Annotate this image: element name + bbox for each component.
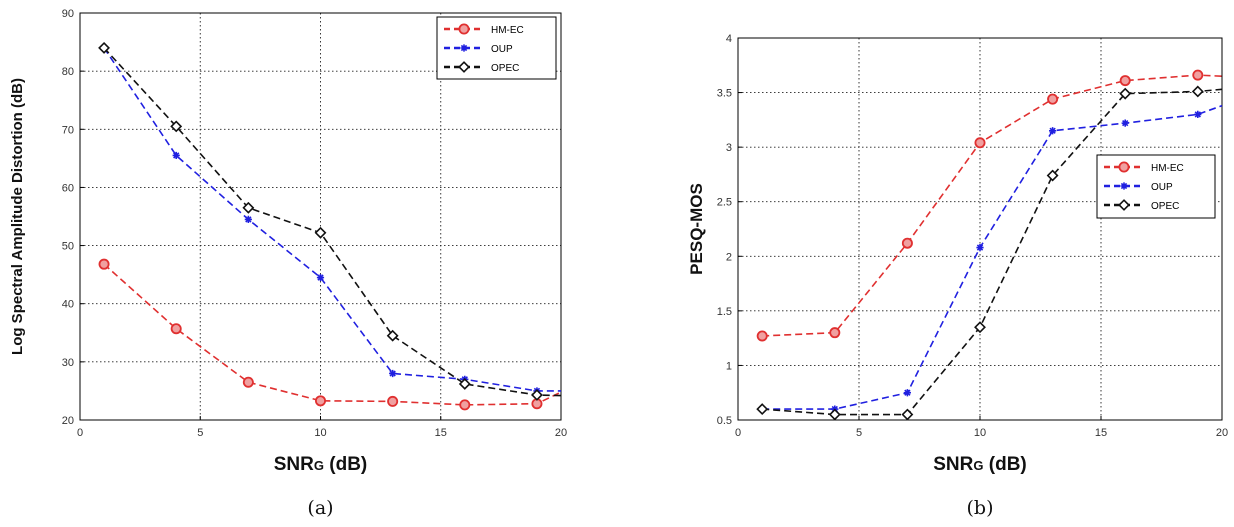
chart-a-y-tick-label-6: 80 (62, 66, 74, 78)
chart-b-y-tick-label-0: 0.5 (717, 415, 732, 427)
chart-b-legend-marker-1 (1120, 182, 1128, 190)
chart-b-legend-label-0: HM-EC (1151, 163, 1184, 174)
chart-a-legend-marker-0 (458, 23, 470, 35)
chart-a-series-2-point-0 (98, 41, 110, 54)
chart-a-y-tick-label-0: 20 (62, 415, 74, 427)
chart-a-x-axis-label-main: SNR (274, 454, 314, 475)
chart-a-legend-label-1: OUP (491, 44, 513, 55)
chart-b-series-1-point-3 (976, 243, 984, 252)
chart-a-series-0-point-1 (170, 323, 182, 335)
chart-a-series-1-point-4 (389, 369, 397, 378)
chart-b-series-line-2 (762, 88, 1223, 416)
chart-a-series-0-point-3 (314, 395, 326, 407)
chart-a-series-1-point-2 (244, 215, 252, 224)
chart-b-series-0-point-2 (901, 237, 913, 249)
chart-a-x-tick-label-0: 0 (77, 427, 83, 439)
chart-a-y-tick-label-4: 60 (62, 182, 74, 194)
chart-a-series-line-1 (103, 47, 561, 392)
chart-b-series-2-point-4 (1046, 169, 1059, 182)
chart-a-x-tick-label-4: 20 (555, 427, 567, 439)
chart-b-x-tick-label-0: 0 (735, 427, 741, 439)
chart-b-x-tick-label-2: 10 (974, 427, 986, 439)
chart-a-series-1-point-3 (316, 273, 325, 282)
chart-a-series-0-point-0 (98, 258, 110, 270)
chart-b-series-0-point-6 (1192, 69, 1204, 81)
chart-a-x-axis-label-unit: (dB) (324, 454, 367, 475)
chart-b-series-0-point-1 (829, 327, 841, 339)
chart-b-y-tick-label-1: 1 (726, 360, 732, 372)
chart-a-series-2-point-2 (242, 201, 255, 214)
chart-b-y-tick-label-3: 2 (726, 251, 732, 263)
chart-a-x-tick-label-2: 10 (314, 427, 326, 439)
chart-b-series-0-point-3 (974, 137, 986, 149)
chart-b-series-2-point-3 (974, 321, 986, 334)
chart-b-y-tick-label-7: 4 (726, 33, 732, 45)
chart-a-series-0-point-2 (242, 376, 254, 388)
chart-b-x-axis-label-sub: G (973, 458, 983, 473)
chart-b-series-2-point-2 (901, 408, 914, 421)
chart-b-y-tick-label-4: 2.5 (717, 197, 732, 209)
chart-a-series-2-point-6 (531, 389, 543, 401)
chart-b-y-tick-label-6: 3.5 (717, 88, 732, 100)
chart-b-x-axis-label-main: SNR (933, 454, 973, 475)
chart-b: 0 5 10 15 20 0.5 1 1.5 2 2.5 3 3.5 4 HM-EC OUP OPEC PESQ… (687, 33, 1228, 519)
chart-b-series-2-point-6 (1191, 85, 1204, 98)
chart-a-series-line-2 (103, 47, 562, 397)
chart-a-legend-marker-2 (458, 61, 470, 73)
chart-a-y-tick-label-1: 30 (62, 357, 74, 369)
chart-b-legend-label-2: OPEC (1151, 201, 1179, 212)
chart-b-series-1-point-2 (903, 389, 911, 397)
chart-a-y-tick-label-2: 40 (62, 299, 74, 311)
chart-a-x-axis-label: SNRG (dB) (274, 454, 368, 475)
chart-b-legend-marker-0 (1118, 161, 1130, 173)
chart-b-caption: (b) (967, 497, 994, 519)
chart-a: 0 5 10 15 20 20 30 40 50 60 70 80 90 HM-EC OUP OPEC Log … (9, 8, 567, 519)
chart-b-series-0-point-5 (1119, 75, 1131, 87)
chart-b-series-2-point-0 (756, 403, 769, 416)
chart-b-y-axis-label: PESQ-MOS (687, 183, 706, 275)
chart-b-series-1-point-6 (1194, 110, 1202, 118)
chart-a-legend-label-2: OPEC (491, 63, 519, 74)
chart-b-legend-marker-2 (1118, 199, 1130, 211)
chart-b-series-2-point-1 (828, 408, 841, 421)
chart-a-y-axis-label: Log Spectral Amplitude Distortion (dB) (9, 78, 26, 355)
chart-a-series-line-0 (103, 263, 562, 406)
chart-b-series-2-point-5 (1119, 87, 1132, 100)
chart-b-series-0-point-0 (756, 330, 768, 342)
chart-a-y-tick-label-5: 70 (62, 124, 74, 136)
chart-b-x-axis-label: SNRG (dB) (933, 454, 1027, 475)
chart-b-series-1-point-4 (1049, 127, 1057, 135)
chart-a-series-0-point-5 (459, 399, 471, 411)
chart-b-series-line-1 (762, 104, 1223, 410)
chart-a-y-tick-label-3: 50 (62, 241, 74, 253)
chart-a-y-tick-label-7: 90 (62, 8, 74, 20)
chart-b-legend-label-1: OUP (1151, 182, 1173, 193)
chart-a-x-tick-label-3: 15 (435, 427, 447, 439)
chart-a-series-2-point-3 (314, 226, 327, 239)
chart-b-series-1-point-5 (1121, 119, 1129, 127)
chart-a-caption: (a) (307, 497, 333, 519)
chart-b-x-axis-label-unit: (dB) (983, 454, 1026, 475)
chart-a-x-axis-label-sub: G (314, 458, 324, 473)
chart-a-series-2-point-5 (458, 378, 471, 390)
chart-b-series-0-point-4 (1047, 93, 1059, 105)
chart-a-legend-marker-1 (460, 44, 468, 52)
chart-a-x-tick-label-1: 5 (197, 427, 203, 439)
chart-a-legend-label-0: HM-EC (491, 25, 524, 36)
chart-a-series-2-point-1 (170, 120, 183, 133)
chart-b-y-tick-label-5: 3 (726, 142, 732, 154)
chart-b-y-tick-label-2: 1.5 (717, 306, 732, 318)
chart-b-series-line-0 (762, 74, 1223, 337)
chart-a-series-1-point-1 (172, 151, 180, 160)
chart-b-x-tick-label-1: 5 (856, 427, 862, 439)
chart-b-x-tick-label-3: 15 (1095, 427, 1107, 439)
chart-a-series-2-point-4 (386, 329, 399, 342)
chart-a-series-0-point-4 (387, 395, 399, 407)
chart-b-x-tick-label-4: 20 (1216, 427, 1228, 439)
